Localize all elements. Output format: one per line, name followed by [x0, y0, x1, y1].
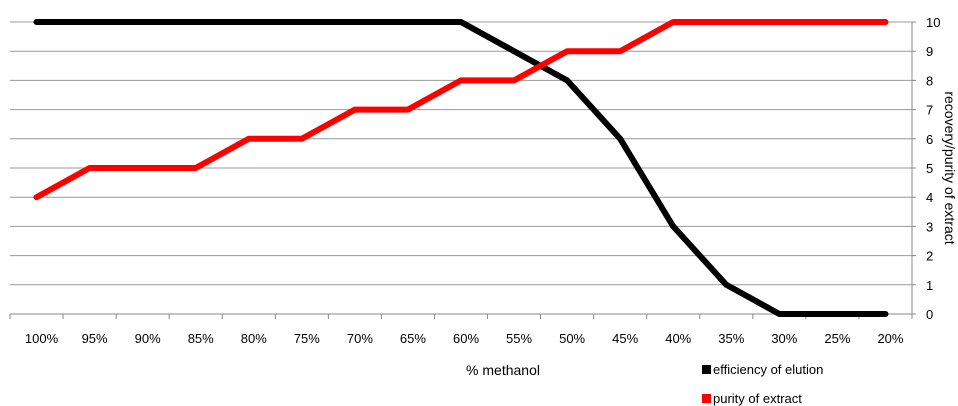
- x-tick-label: 50%: [559, 331, 585, 346]
- x-tick-label: 70%: [347, 331, 373, 346]
- legend-swatch-purity: [702, 394, 711, 403]
- y-tick-label: 6: [926, 132, 933, 147]
- legend-label-purity: purity of extract: [713, 391, 802, 406]
- y-tick-label: 0: [926, 307, 933, 322]
- x-tick-label: 85%: [188, 331, 214, 346]
- y-tick-label: 4: [926, 190, 933, 205]
- x-tick-label: 75%: [294, 331, 320, 346]
- series-line-purity: [33, 19, 889, 201]
- x-tick-label: 65%: [400, 331, 426, 346]
- y-tick-label: 9: [926, 44, 933, 59]
- y-tick-label: 10: [926, 15, 940, 30]
- x-tick-label: 100%: [25, 331, 59, 346]
- y-tick-label: 1: [926, 278, 933, 293]
- series-lines: [33, 19, 889, 317]
- y-tick-labels: 0 1 2 3 4 5 6 7 8 9 10: [912, 15, 940, 322]
- y-tick-label: 8: [926, 73, 933, 88]
- x-tick-labels: 100% 95% 90% 85% 80% 75% 70% 65% 60% 55% 50% 45% 40%…: [9, 314, 913, 346]
- x-tick-label: 90%: [135, 331, 161, 346]
- x-tick-label: 30%: [771, 331, 797, 346]
- x-tick-label: 25%: [824, 331, 850, 346]
- y-tick-label: 3: [926, 219, 933, 234]
- x-tick-label: 45%: [612, 331, 638, 346]
- x-tick-label: 20%: [877, 331, 903, 346]
- y-axis-title: recovery/purity of extract: [942, 91, 958, 244]
- legend-label-elution: efficiency of elution: [713, 362, 823, 377]
- legend: efficiency of elution purity of extract: [702, 362, 823, 406]
- legend-swatch-elution: [702, 365, 711, 374]
- y-tick-label: 5: [926, 161, 933, 176]
- x-tick-label: 40%: [665, 331, 691, 346]
- y-tick-label: 7: [926, 103, 933, 118]
- x-tick-label: 35%: [718, 331, 744, 346]
- x-tick-label: 55%: [506, 331, 532, 346]
- x-tick-label: 95%: [82, 331, 108, 346]
- x-tick-label: 80%: [241, 331, 267, 346]
- y-tick-label: 2: [926, 249, 933, 264]
- x-tick-label: 60%: [453, 331, 479, 346]
- series-line-elution: [33, 19, 889, 317]
- x-axis-title: % methanol: [466, 362, 540, 378]
